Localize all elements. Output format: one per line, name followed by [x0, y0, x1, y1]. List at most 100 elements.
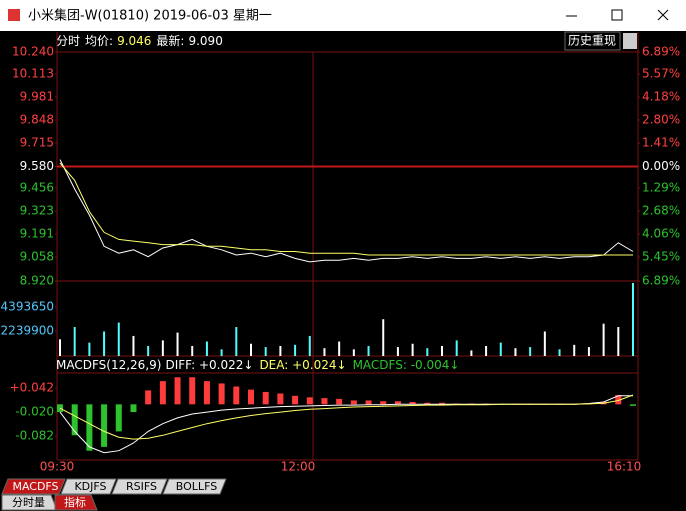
macd-bar [615, 395, 622, 405]
macd-bar [233, 386, 240, 405]
avg: 9.046 [117, 34, 151, 48]
app-icon [8, 9, 20, 21]
tab-label: RSIFS [126, 480, 157, 493]
volume-bar [323, 348, 326, 356]
subtab-label: 指标 [64, 495, 86, 509]
macd-bar [248, 389, 254, 405]
macd-bar [409, 402, 416, 405]
macd-bar [262, 391, 269, 405]
macd-bar [306, 397, 313, 405]
macd-bar [159, 381, 166, 405]
volume-bar [367, 345, 370, 356]
volume-bar [250, 343, 252, 356]
y-tick-label: 9.580 [20, 159, 54, 173]
info-row: 分时 均价: 9.046 最新: 9.090 [56, 33, 223, 48]
volume-bar [191, 345, 194, 356]
volume-bar [161, 340, 164, 356]
volume-bar [470, 350, 473, 356]
y-tick-label: 9.191 [20, 226, 54, 240]
volume-bar [426, 348, 429, 356]
y-tick-label: 8.920 [20, 274, 54, 288]
y2-tick-label: 1.29% [642, 180, 680, 194]
volume-bar [455, 340, 458, 356]
y2-tick-label: 4.18% [642, 90, 680, 104]
macd-title: MACDFS(12,26,9) [56, 358, 161, 372]
time-label: 16:10 [607, 460, 642, 474]
y-tick-label: 9.981 [20, 89, 54, 103]
y-tick-label: 9.323 [20, 204, 54, 218]
volume-bar [338, 341, 341, 356]
volume-bar [147, 345, 150, 356]
last-label: 最新: [156, 33, 184, 48]
frame [56, 32, 639, 461]
y2-tick-label: 4.06% [642, 226, 680, 240]
volume-bar [529, 347, 532, 356]
y2-tick-label: 6.89% [642, 274, 680, 288]
tab[interactable] [1, 478, 66, 495]
volume-bar [132, 335, 135, 356]
macd-line [59, 394, 634, 440]
volume-bar [485, 345, 488, 356]
close-button[interactable] [657, 9, 669, 21]
volume-bar [308, 335, 311, 356]
tab[interactable] [60, 478, 117, 495]
tab-label: KDJFS [74, 480, 106, 493]
volume-bar [220, 349, 223, 356]
tab[interactable] [162, 478, 227, 495]
tab-label: BOLLFS [176, 480, 217, 493]
volume-bar [103, 331, 106, 356]
mode: 分时 [56, 34, 80, 48]
history-button-label: 历史重现 [568, 34, 616, 48]
volume-bar [587, 347, 590, 356]
volume-bar [88, 342, 91, 356]
volume-bar [235, 327, 238, 356]
volume-bar [411, 343, 414, 356]
volume-bar [117, 322, 120, 356]
volume-bar [279, 345, 282, 356]
y2-tick-label: 2.68% [642, 204, 680, 218]
tab-label: MACDFS [12, 480, 58, 493]
y-tick-label: 10.113 [12, 67, 54, 81]
readout: DIFF: +0.022↓ [165, 358, 253, 372]
macd-bar [189, 377, 196, 405]
history-button[interactable] [564, 31, 621, 51]
volume-bar [617, 327, 620, 356]
macd-bar [630, 404, 636, 406]
y2-tick-label: 1.41% [642, 136, 680, 150]
tab[interactable] [111, 478, 168, 495]
macd-bar [145, 390, 152, 405]
price-line [59, 159, 634, 263]
macd-bar [86, 404, 93, 451]
maximize-button[interactable] [611, 9, 623, 21]
volume-bar [352, 349, 355, 356]
macd-bar [218, 383, 225, 405]
macd-tick-label: -0.082 [15, 429, 54, 443]
macd-bar [101, 404, 108, 447]
volume-bar [73, 327, 76, 356]
volume-bar [264, 347, 267, 356]
y-tick-label: 9.058 [20, 250, 54, 264]
volume-bar [176, 332, 179, 356]
macd-tick-label: -0.020 [15, 405, 54, 419]
y-tick-label: 10.240 [12, 45, 54, 59]
volume-bar [558, 349, 561, 356]
macd-bar [321, 398, 328, 405]
time-label: 12:00 [281, 460, 316, 474]
readout: MACDFS: -0.004↓ [353, 358, 460, 372]
macd-bar [203, 381, 210, 405]
macd-bar [350, 400, 357, 405]
macd-bar [439, 402, 445, 405]
subtab-label: 分时量 [12, 496, 45, 509]
history-icon[interactable] [623, 33, 637, 49]
macd-bar [336, 398, 343, 405]
subtab[interactable] [1, 494, 58, 511]
y-tick-label: 9.715 [20, 136, 54, 150]
volume-tick-label: 2239900 [1, 324, 54, 338]
subtab[interactable] [54, 494, 98, 511]
last: 9.090 [188, 34, 222, 48]
volume-bar [205, 341, 208, 356]
macd-bar [424, 402, 431, 405]
volume-bar [294, 344, 297, 356]
macd-header: MACDFS(12,26,9) DIFF: +0.022↓ DEA: +0.024↓… [56, 358, 459, 372]
